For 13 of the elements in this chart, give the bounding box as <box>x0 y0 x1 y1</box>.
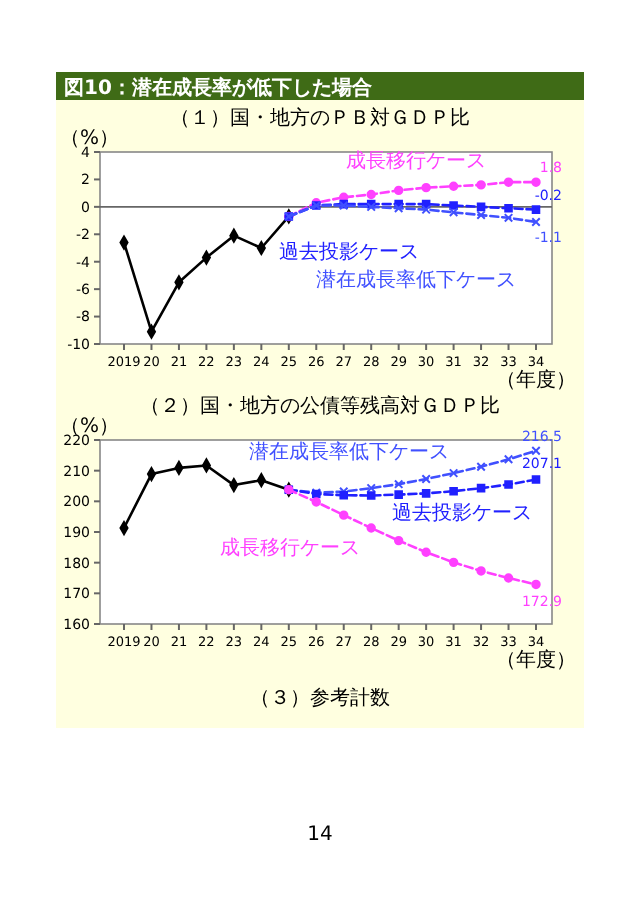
x-axis-title: （年度） <box>496 368 576 392</box>
chart-subtitle: （１）国・地方のＰＢ対ＧＤＰ比 <box>170 106 470 130</box>
series-label: 過去投影ケース <box>278 239 419 264</box>
text: 14 <box>307 824 333 846</box>
series-label: 過去投影ケース <box>391 501 532 526</box>
chart-title: （２）国・地方の公債等残高対ＧＤＰ比 <box>140 394 500 418</box>
series-label: 潜在成長率低下ケース <box>248 440 449 465</box>
x-axis-title: （年度） <box>496 648 576 672</box>
series-label: 成長移行ケース <box>219 536 360 561</box>
text: 潜在成長率低下ケース <box>316 268 517 293</box>
series-label: 成長移行ケース <box>346 149 487 174</box>
text: （３）参考計数 <box>250 686 390 710</box>
chart-title: 図10：潜在成長率が低下した場合 <box>64 76 374 100</box>
